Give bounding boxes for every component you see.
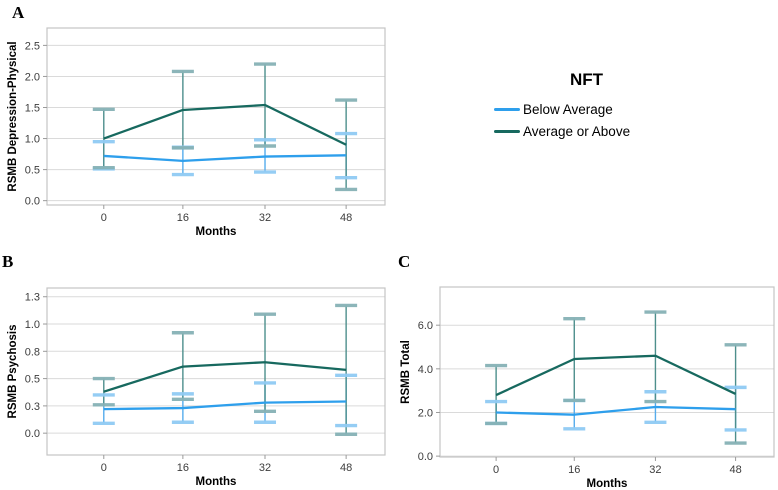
chart-rsmb-psychosis: 0.0 0.3 0.5 0.8 1.0 1.3 0 16 32 48 Months RSMB Psyc… [0,245,390,490]
svg-text:0: 0 [101,212,107,224]
panel-label-c: C [398,252,411,271]
svg-text:0.0: 0.0 [25,428,40,440]
svg-text:16: 16 [177,212,189,224]
legend: NFT Below Average Average or Above [494,70,679,142]
svg-text:32: 32 [259,462,271,474]
svg-text:48: 48 [340,462,352,474]
legend-item-below-average: Below Average [494,98,679,120]
svg-text:0.5: 0.5 [25,165,40,177]
svg-text:0: 0 [101,462,107,474]
svg-text:1.0: 1.0 [25,319,40,331]
svg-text:48: 48 [729,464,741,476]
svg-text:6.0: 6.0 [418,320,433,332]
svg-text:0.0: 0.0 [418,451,433,463]
svg-text:0: 0 [493,464,499,476]
legend-label-below-average: Below Average [523,101,613,117]
svg-text:0.8: 0.8 [25,346,40,358]
svg-text:16: 16 [177,462,189,474]
svg-text:32: 32 [649,464,661,476]
svg-text:1.5: 1.5 [25,102,40,114]
svg-text:16: 16 [568,464,580,476]
svg-text:0.0: 0.0 [25,196,40,208]
svg-text:0.3: 0.3 [25,401,40,413]
svg-text:Months: Months [196,476,237,488]
svg-text:RSMB Total: RSMB Total [400,340,412,404]
legend-swatch-average-or-above-icon [494,129,520,133]
legend-item-average-or-above: Average or Above [494,120,679,142]
svg-text:RSMB Psychosis: RSMB Psychosis [7,325,19,419]
svg-text:1.3: 1.3 [25,292,40,304]
chart-rsmb-total: 0.0 2.0 4.0 6.0 0 16 32 48 Months RSMB Total [390,245,778,490]
svg-text:48: 48 [340,212,352,224]
svg-text:Months: Months [587,478,628,490]
legend-swatch-below-average-icon [494,107,520,111]
svg-text:4.0: 4.0 [418,364,433,376]
svg-text:2.0: 2.0 [418,407,433,419]
svg-text:0.5: 0.5 [25,374,40,386]
svg-text:32: 32 [259,212,271,224]
svg-text:1.0: 1.0 [25,134,40,146]
legend-label-average-or-above: Average or Above [523,123,631,139]
panel-label-a: A [12,3,25,22]
svg-text:RSMB Depression-Physical: RSMB Depression-Physical [7,41,19,191]
svg-text:2.5: 2.5 [25,40,40,52]
svg-text:2.0: 2.0 [25,71,40,83]
svg-text:Months: Months [196,226,237,238]
legend-title: NFT [569,70,604,89]
chart-rsmb-depression-physical: 0.0 0.5 1.0 1.5 2.0 2.5 0 16 32 48 Months RSMB Depr… [0,0,390,245]
panel-label-b: B [2,252,14,271]
